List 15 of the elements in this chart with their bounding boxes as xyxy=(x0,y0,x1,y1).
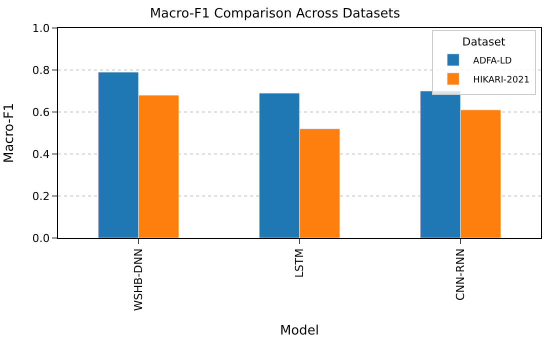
x-tick-label: CNN-RNN xyxy=(454,248,468,301)
legend-title: Dataset xyxy=(462,35,506,48)
y-tick-label: 1.0 xyxy=(32,22,50,35)
y-axis-title: Macro-F1 xyxy=(2,102,18,164)
y-tick-label: 0.2 xyxy=(32,190,50,203)
legend-label: ADFA-LD xyxy=(473,56,512,66)
y-tick-label: 0.4 xyxy=(32,148,50,161)
y-tick-label: 0.8 xyxy=(32,64,50,77)
legend-label: HIKARI-2021 xyxy=(473,75,530,86)
chart-title: Macro-F1 Comparison Across Datasets xyxy=(150,6,400,22)
x-tick-label: WSHB-DNN xyxy=(132,248,146,311)
y-tick-label: 0.6 xyxy=(32,106,50,119)
x-tick-label: LSTM xyxy=(293,248,306,278)
x-axis-title: Model xyxy=(280,324,320,339)
y-tick-label: 0.0 xyxy=(32,232,50,245)
